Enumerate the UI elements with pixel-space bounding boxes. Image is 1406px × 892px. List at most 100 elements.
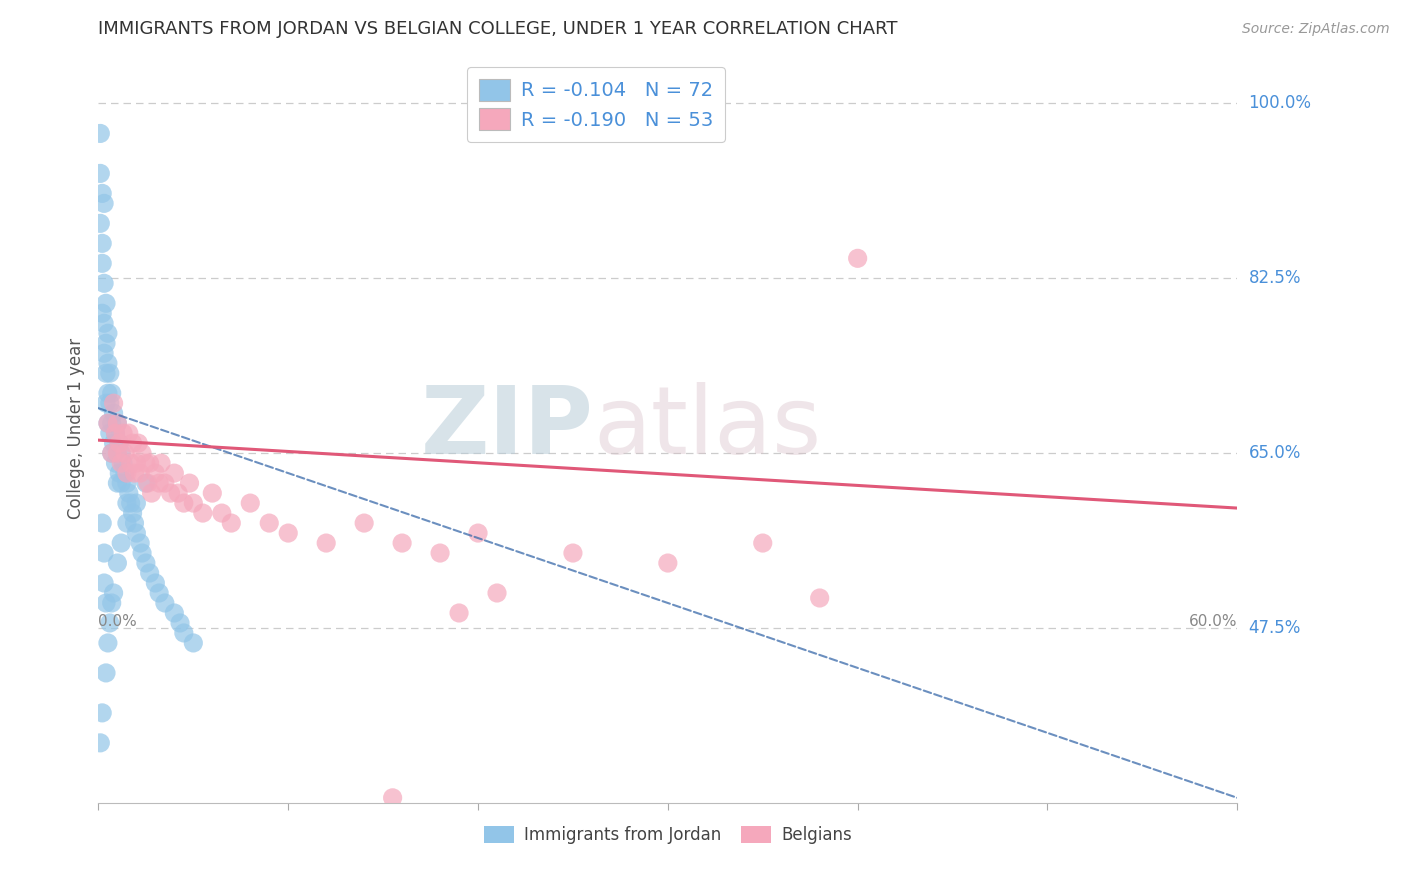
Point	[120, 456, 142, 470]
Point	[118, 426, 141, 441]
Text: 47.5%: 47.5%	[1249, 619, 1301, 637]
Point	[108, 436, 131, 450]
Point	[98, 396, 121, 410]
Point	[94, 665, 117, 680]
Point	[97, 416, 120, 430]
Point	[150, 456, 173, 470]
Point	[752, 536, 775, 550]
Point	[115, 516, 138, 530]
Point	[173, 626, 195, 640]
Point	[120, 496, 142, 510]
Point	[107, 446, 129, 460]
Text: ZIP: ZIP	[420, 382, 593, 475]
Point	[148, 476, 170, 491]
Point	[91, 706, 114, 720]
Point	[138, 456, 160, 470]
Text: 0.0%: 0.0%	[98, 614, 138, 629]
Point	[179, 476, 201, 491]
Point	[98, 366, 121, 380]
Point	[148, 586, 170, 600]
Text: Source: ZipAtlas.com: Source: ZipAtlas.com	[1241, 22, 1389, 37]
Point	[97, 356, 120, 370]
Point	[89, 216, 111, 230]
Point	[112, 456, 135, 470]
Point	[100, 446, 122, 460]
Point	[163, 606, 186, 620]
Point	[98, 615, 121, 630]
Point	[562, 546, 585, 560]
Point	[93, 576, 115, 591]
Point	[211, 506, 233, 520]
Point	[100, 386, 122, 401]
Point	[153, 596, 176, 610]
Point	[136, 476, 159, 491]
Point	[657, 556, 679, 570]
Text: atlas: atlas	[593, 382, 823, 475]
Point	[467, 526, 489, 541]
Point	[153, 476, 176, 491]
Point	[131, 446, 153, 460]
Point	[89, 166, 111, 180]
Point	[93, 346, 115, 360]
Point	[125, 526, 148, 541]
Point	[381, 790, 404, 805]
Point	[124, 466, 146, 480]
Point	[429, 546, 451, 560]
Point	[104, 426, 127, 441]
Point	[93, 546, 115, 560]
Y-axis label: College, Under 1 year: College, Under 1 year	[66, 337, 84, 519]
Point	[104, 426, 127, 441]
Point	[107, 416, 129, 430]
Point	[135, 476, 157, 491]
Point	[103, 586, 125, 600]
Point	[97, 416, 120, 430]
Point	[89, 736, 111, 750]
Point	[97, 636, 120, 650]
Point	[124, 516, 146, 530]
Point	[110, 536, 132, 550]
Text: 65.0%: 65.0%	[1249, 444, 1301, 462]
Point	[129, 466, 152, 480]
Point	[98, 426, 121, 441]
Point	[486, 586, 509, 600]
Point	[107, 556, 129, 570]
Point	[808, 591, 831, 605]
Point	[135, 556, 157, 570]
Point	[97, 386, 120, 401]
Point	[110, 446, 132, 460]
Point	[107, 416, 129, 430]
Point	[103, 406, 125, 420]
Point	[94, 296, 117, 310]
Point	[173, 496, 195, 510]
Text: 60.0%: 60.0%	[1189, 614, 1237, 629]
Point	[100, 446, 122, 460]
Point	[141, 486, 163, 500]
Point	[94, 596, 117, 610]
Point	[115, 476, 138, 491]
Point	[121, 506, 143, 520]
Point	[108, 466, 131, 480]
Point	[93, 277, 115, 291]
Point	[103, 436, 125, 450]
Point	[138, 566, 160, 580]
Point	[108, 436, 131, 450]
Point	[183, 636, 205, 650]
Point	[107, 476, 129, 491]
Point	[100, 596, 122, 610]
Point	[93, 316, 115, 330]
Point	[89, 127, 111, 141]
Point	[118, 486, 141, 500]
Point	[259, 516, 281, 530]
Text: IMMIGRANTS FROM JORDAN VS BELGIAN COLLEGE, UNDER 1 YEAR CORRELATION CHART: IMMIGRANTS FROM JORDAN VS BELGIAN COLLEG…	[98, 21, 898, 38]
Point	[163, 466, 186, 480]
Point	[114, 466, 136, 480]
Point	[94, 336, 117, 351]
Point	[103, 396, 125, 410]
Point	[91, 256, 114, 270]
Point	[107, 446, 129, 460]
Point	[131, 546, 153, 560]
Point	[91, 306, 114, 320]
Point	[145, 466, 167, 480]
Point	[315, 536, 337, 550]
Point	[97, 326, 120, 341]
